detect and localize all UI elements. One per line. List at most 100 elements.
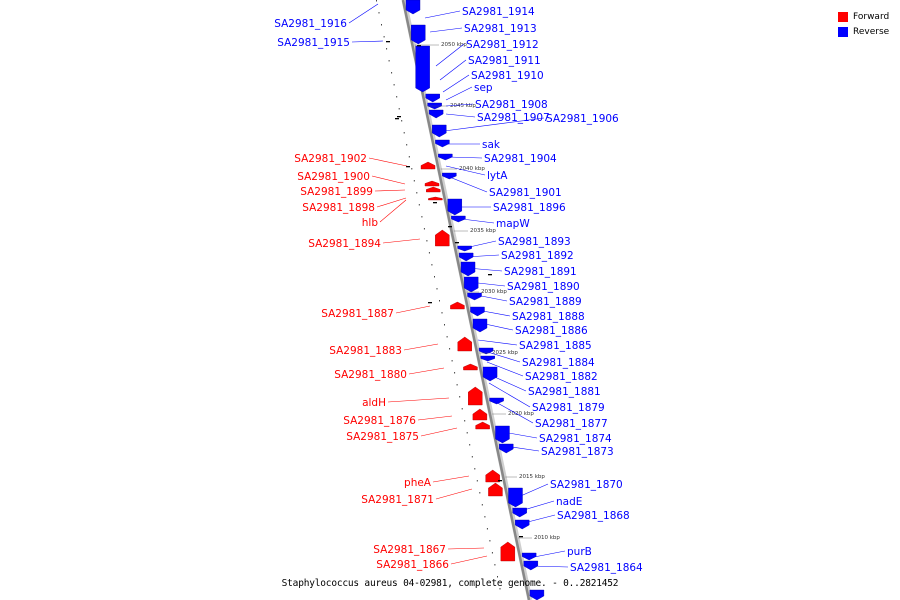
forward-gene-label: SA2981_1894 <box>308 238 381 250</box>
track-dot <box>476 480 478 482</box>
reverse-label-leader <box>464 240 497 249</box>
track-dot <box>484 516 486 518</box>
reverse-gene <box>432 124 447 138</box>
reverse-gene-label: mapW <box>496 218 530 230</box>
track-dot <box>413 180 415 182</box>
forward-gene-label: pheA <box>404 477 432 489</box>
reverse-label-leader <box>443 117 545 132</box>
track-dot <box>436 288 438 290</box>
reverse-gene <box>451 215 466 223</box>
track-dot <box>466 432 468 434</box>
reverse-label-leader <box>435 43 465 67</box>
feature-mark <box>428 302 432 304</box>
forward-gene <box>485 469 500 483</box>
reverse-gene-label: SA2981_1890 <box>507 281 580 293</box>
tick-label: 2035 kbp <box>470 228 496 234</box>
reverse-label-leader <box>348 3 379 24</box>
track-dot <box>411 168 413 170</box>
forward-gene-label: SA2981_1902 <box>294 153 367 165</box>
forward-label-leader <box>374 189 406 192</box>
track-dot <box>391 72 393 74</box>
track-dot <box>426 240 428 242</box>
reverse-gene-label: SA2981_1907 <box>477 112 550 124</box>
reverse-gene-label: SA2981_1891 <box>504 266 577 278</box>
reverse-label-leader <box>487 373 527 392</box>
reverse-label-leader <box>445 165 486 176</box>
reverse-label-leader <box>468 281 506 287</box>
feature-mark <box>455 242 459 244</box>
track-dot <box>388 60 390 62</box>
legend-item-forward: Forward <box>838 9 889 24</box>
track-dot <box>396 96 398 98</box>
reverse-label-leader <box>493 400 534 424</box>
reverse-label-leader <box>424 10 461 19</box>
feature-mark <box>519 536 523 538</box>
reverse-label-leader <box>475 321 514 331</box>
track-dot <box>381 24 382 26</box>
reverse-gene <box>521 552 537 561</box>
forward-label-leader <box>371 175 406 185</box>
reverse-label-leader <box>530 565 569 568</box>
reverse-label-leader <box>351 40 384 43</box>
tick-label: 2040 kbp <box>459 166 485 172</box>
forward-gene <box>428 196 443 201</box>
track-dot <box>386 48 388 50</box>
reverse-label-leader <box>429 27 463 33</box>
feature-mark <box>397 116 401 118</box>
track-dot <box>459 396 461 398</box>
reverse-gene <box>463 276 479 293</box>
reverse-gene-label: SA2981_1906 <box>546 113 619 125</box>
track-dot <box>446 336 448 338</box>
reverse-label-leader <box>439 59 467 81</box>
reverse-label-leader <box>519 514 556 525</box>
reverse-gene-label: SA2981_1873 <box>541 446 614 458</box>
forward-gene-label: SA2981_1883 <box>329 345 402 357</box>
track-dot <box>464 420 466 422</box>
reverse-gene-label: SA2981_1885 <box>519 340 592 352</box>
track-dot <box>444 324 445 326</box>
reverse-gene-label: SA2981_1914 <box>462 6 535 18</box>
reverse-label-leader <box>464 254 500 258</box>
track-dot <box>456 384 458 386</box>
reverse-gene <box>480 355 495 362</box>
track-dot <box>431 264 433 266</box>
legend-label-reverse: Reverse <box>853 26 890 37</box>
track-dot <box>481 504 483 506</box>
track-dot <box>469 444 471 446</box>
legend-swatch-forward <box>838 11 848 22</box>
forward-label-leader <box>420 427 458 437</box>
reverse-gene-label: nadE <box>556 496 582 508</box>
reverse-gene <box>447 198 462 216</box>
forward-gene-label: SA2981_1867 <box>373 544 446 556</box>
reverse-label-leader <box>471 308 511 317</box>
track-dot <box>418 204 420 206</box>
track-dot <box>454 372 456 374</box>
track-dot <box>376 0 377 2</box>
legend-swatch-reverse <box>838 26 848 37</box>
track-dot <box>406 144 408 146</box>
forward-label-leader <box>435 488 473 500</box>
forward-gene-label: SA2981_1876 <box>343 415 416 427</box>
reverse-label-leader <box>502 431 538 439</box>
track-dot <box>423 228 425 230</box>
forward-gene <box>426 186 441 193</box>
reverse-gene <box>495 425 510 444</box>
reverse-gene-label: SA2981_1896 <box>493 202 566 214</box>
forward-gene <box>450 301 465 310</box>
legend: Forward Reverse <box>838 9 889 39</box>
reverse-gene <box>428 109 444 119</box>
reverse-gene-label: SA2981_1879 <box>532 402 605 414</box>
tick-label: 2045 kbp <box>450 103 476 109</box>
track-dot <box>428 252 430 254</box>
map-caption: Staphylococcus aureus 04-02981, complete… <box>281 578 619 589</box>
feature-mark <box>433 202 437 204</box>
forward-gene <box>435 229 450 247</box>
reverse-label-leader <box>461 218 495 224</box>
forward-gene <box>475 421 490 430</box>
feature-mark <box>417 45 421 47</box>
reverse-gene-label: sep <box>474 82 493 94</box>
forward-gene <box>500 541 516 562</box>
track-dot <box>474 468 476 470</box>
forward-label-leader <box>417 415 453 421</box>
